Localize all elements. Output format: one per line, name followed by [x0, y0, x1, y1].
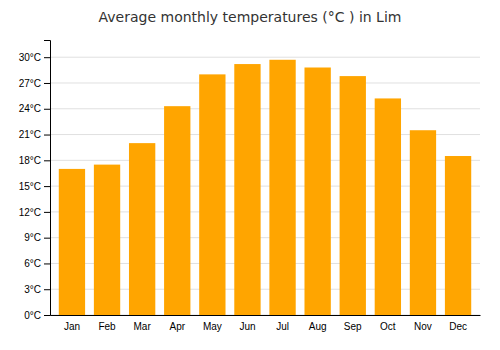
tick-label: Jan: [64, 321, 80, 332]
tick-label: Feb: [98, 321, 116, 332]
tick: Oct: [380, 321, 396, 332]
tick-mark: [44, 109, 50, 110]
tick-label: Mar: [134, 321, 152, 332]
tick-label: 18°C: [19, 155, 41, 166]
tick: Jun: [239, 321, 255, 332]
tick-mark: [44, 135, 50, 136]
y-axis: 0°C 3°C 6°C 9°C 12°C 15°C 18°C 21°C 24°C 27°C 30°C: [19, 41, 51, 321]
grid-line: [50, 108, 480, 109]
tick: 0°C: [24, 310, 50, 321]
tick: Aug: [309, 321, 327, 332]
tick-label: Jun: [239, 321, 255, 332]
tick-label: 12°C: [19, 207, 41, 218]
tick-mark: [44, 186, 50, 187]
tick-mark: [44, 212, 50, 213]
grid: [50, 57, 480, 315]
tick-mark: [44, 315, 50, 316]
bar: [164, 106, 190, 315]
bar: [340, 76, 366, 315]
tick: Nov: [414, 321, 432, 332]
tick-label: Jul: [276, 321, 289, 332]
tick-label: 3°C: [24, 284, 41, 295]
tick-label: 21°C: [19, 129, 41, 140]
tick: Sep: [344, 321, 362, 332]
tick: 12°C: [19, 207, 50, 218]
tick: 18°C: [19, 155, 50, 166]
tick-label: Apr: [169, 321, 185, 332]
tick-label: 24°C: [19, 103, 41, 114]
tick: 24°C: [19, 103, 50, 114]
bar: [445, 156, 471, 315]
tick-label: May: [203, 321, 222, 332]
tick-label: 27°C: [19, 78, 41, 89]
tick: 6°C: [24, 258, 50, 269]
tick-label: Oct: [380, 321, 396, 332]
tick: Apr: [169, 321, 185, 332]
tick-label: 9°C: [24, 232, 41, 243]
tick-mark: [44, 57, 50, 58]
tick: 30°C: [19, 52, 50, 63]
bar: [199, 74, 225, 315]
x-axis: Jan Feb Mar Apr May Jun Jul Aug Sep Oct Nov Dec: [51, 316, 481, 333]
bar: [234, 64, 260, 315]
tick-label: Nov: [414, 321, 432, 332]
tick-mark: [44, 83, 50, 84]
chart: 0°C 3°C 6°C 9°C 12°C 15°C 18°C 21°C 24°C 27°C 30°C…: [0, 0, 500, 350]
tick: 27°C: [19, 78, 50, 89]
axis-line: [51, 315, 481, 316]
tick-label: Sep: [344, 321, 362, 332]
tick-mark: [44, 160, 50, 161]
tick: 9°C: [24, 232, 50, 243]
bar: [410, 130, 436, 315]
title: Average monthly temperatures (°C ) in Li…: [99, 9, 402, 25]
tick: May: [203, 321, 222, 332]
tick: 21°C: [19, 129, 50, 140]
tick: Jan: [64, 321, 80, 332]
plot: 0°C 3°C 6°C 9°C 12°C 15°C 18°C 21°C 24°C 27°C 30°C…: [19, 41, 481, 333]
axis-line: [44, 41, 51, 316]
tick: 15°C: [19, 181, 50, 192]
tick: Dec: [449, 321, 467, 332]
tick-label: 15°C: [19, 181, 41, 192]
tick-label: 6°C: [24, 258, 41, 269]
bar: [94, 165, 120, 315]
bar: [375, 98, 401, 315]
tick-label: 0°C: [24, 310, 41, 321]
bar: [59, 169, 85, 315]
bars: [59, 60, 471, 315]
tick: Feb: [98, 321, 116, 332]
tick: Mar: [134, 321, 152, 332]
tick-mark: [44, 238, 50, 239]
tick-label: Aug: [309, 321, 327, 332]
bar: [304, 68, 330, 316]
tick-mark: [44, 289, 50, 290]
tick-mark: [44, 263, 50, 264]
bar: [269, 60, 295, 315]
tick-label: Dec: [449, 321, 467, 332]
tick-label: 30°C: [19, 52, 41, 63]
grid-line: [50, 57, 480, 58]
tick: Jul: [276, 321, 289, 332]
bar: [129, 143, 155, 315]
tick: 3°C: [24, 284, 50, 295]
grid-line: [50, 82, 480, 83]
